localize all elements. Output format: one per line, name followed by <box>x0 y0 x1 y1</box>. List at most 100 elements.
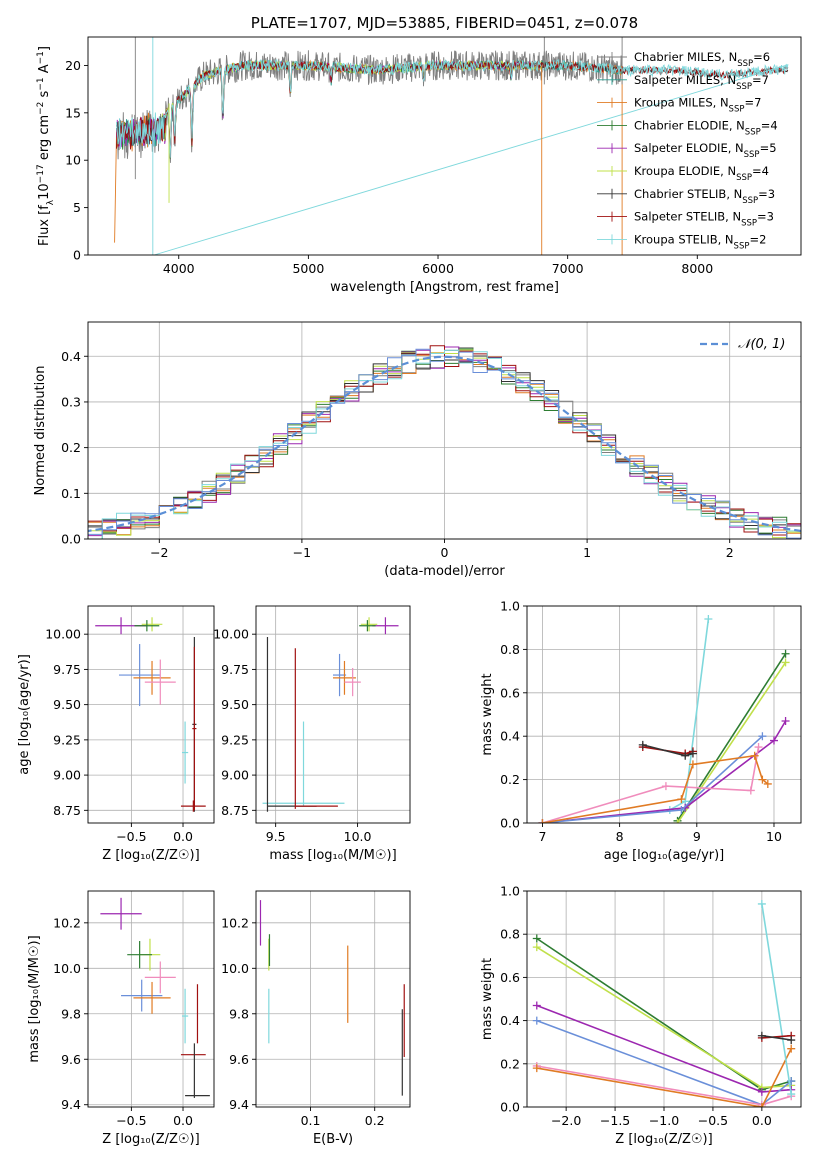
legend-label: Kroupa MILES, NSSP=7 <box>634 96 761 115</box>
x-axis-label: Z [log₁₀(Z/Z☉)] <box>102 1132 199 1147</box>
x-tick-label: 0.0 <box>752 1113 772 1128</box>
legend-count: =3 <box>757 210 774 224</box>
errorbar-pink <box>144 961 176 994</box>
legend-label: Kroupa STELIB, NSSP=2 <box>634 232 766 251</box>
y-tick-label: 9.25 <box>221 732 249 747</box>
x-tick-label: 0.2 <box>365 1113 385 1128</box>
errorbar-chabrier_elodie <box>359 620 376 632</box>
legend-label: Salpeter MILES, NSSP=7 <box>634 73 769 92</box>
y-tick-label: 10.0 <box>53 961 81 976</box>
legend-label: 𝒩(0, 1) <box>738 337 785 352</box>
legend-label: Chabrier STELIB, NSSP=3 <box>634 187 775 206</box>
legend-name: Salpeter ELODIE, N <box>634 141 744 155</box>
plot-area <box>532 899 796 1107</box>
series-marker <box>781 658 790 667</box>
plot-area <box>538 615 790 823</box>
y-axis-label: mass weight <box>480 673 495 755</box>
legend-name: Salpeter MILES, N <box>634 73 736 87</box>
x-axis-label: Z [log₁₀(Z/Z☉)] <box>102 848 199 863</box>
errorbar-salpeter_stelib <box>192 646 197 811</box>
axes-frame <box>87 36 802 256</box>
errorbar-blue <box>118 644 161 707</box>
series-marker <box>787 1036 796 1045</box>
x-tick-label: 7 <box>538 829 546 844</box>
plot-area <box>114 37 789 255</box>
series-marker <box>757 1087 766 1096</box>
axes-frame <box>87 890 215 1108</box>
errorbar-salpeter_elodie <box>372 617 399 635</box>
x-tick-label: −1.0 <box>649 1113 679 1128</box>
errorbar-chabrier_elodie <box>134 620 160 632</box>
series-marker <box>681 751 690 760</box>
series-marker <box>688 760 697 769</box>
legend-name: Kroupa MILES, N <box>634 96 729 110</box>
y-tick-label: 9.50 <box>221 697 249 712</box>
x-tick-label: 5000 <box>292 261 324 276</box>
legend-label: Chabrier MILES, NSSP=6 <box>634 50 770 69</box>
y-tick-label: 0.2 <box>61 440 81 455</box>
legend-name: Salpeter STELIB, N <box>634 210 741 224</box>
y-tick-label: 10.00 <box>213 627 249 642</box>
series-marker <box>754 743 763 752</box>
series-marker <box>758 732 767 741</box>
series-line-kroupa_stelib <box>761 903 792 1095</box>
x-tick-label: −0.5 <box>698 1113 728 1128</box>
legend-sub: SSP <box>737 59 753 69</box>
series-marker <box>532 1016 541 1025</box>
x-axis-label: E(B-V) <box>313 1132 353 1147</box>
y-tick-label: 9.4 <box>61 1097 81 1112</box>
errorbar-kroupa_stelib <box>181 721 189 784</box>
series-marker <box>677 795 686 804</box>
y-tick-label: 10.00 <box>45 627 81 642</box>
series-marker <box>677 805 686 814</box>
plot-area <box>88 345 801 539</box>
panel-spectrum: 4000 5000 6000 7000 8000 0 5 10 15 20 wavelength [… <box>36 14 802 295</box>
y-tick-label: 15 <box>65 105 81 120</box>
plot-area <box>259 900 405 1096</box>
y-tick-label: 0.2 <box>500 1056 520 1071</box>
legend-label: Salpeter STELIB, NSSP=3 <box>634 210 774 229</box>
series-marker <box>688 749 697 758</box>
series-marker <box>787 1090 796 1099</box>
series-line-pink <box>542 746 760 823</box>
y-tick-label: 0 <box>73 248 81 263</box>
series-marker <box>538 819 547 823</box>
y-axis-label-part: A <box>37 64 52 77</box>
axes-frame <box>255 890 411 1108</box>
legend-label: Kroupa ELODIE, NSSP=4 <box>634 164 769 183</box>
y-tick-label: 0.6 <box>500 970 520 985</box>
x-axis-label: (data-model)/error <box>384 564 505 579</box>
errorbar-salpeter_elodie <box>100 897 142 930</box>
legend-sub: SSP <box>736 173 752 183</box>
y-tick-label: 9.75 <box>53 662 81 677</box>
series-marker <box>787 1044 796 1053</box>
x-tick-label: −2 <box>150 545 168 560</box>
x-tick-label: 4000 <box>163 261 195 276</box>
histogram-kroupa_stelib <box>88 349 801 539</box>
y-tick-label: 8.75 <box>221 803 249 818</box>
x-tick-label: −0.5 <box>116 1113 146 1128</box>
series-marker <box>757 899 766 908</box>
y-axis-label-part: s <box>37 90 52 101</box>
errorbar-blue <box>121 979 163 1012</box>
x-tick-label: 10.0 <box>344 829 372 844</box>
y-tick-label: 0.8 <box>500 927 520 942</box>
legend-name: Chabrier MILES, N <box>634 50 737 64</box>
legend-count: =6 <box>753 50 770 64</box>
x-tick-label: −1 <box>293 545 311 560</box>
axes-frame <box>255 605 411 824</box>
legend-sub: SSP <box>741 219 757 229</box>
errorbar-salpeter_stelib <box>180 800 206 812</box>
y-tick-label: 0.1 <box>61 486 81 501</box>
x-tick-label: −2.0 <box>551 1113 581 1128</box>
series-marker <box>757 1103 766 1107</box>
series-marker <box>781 649 790 658</box>
legend-sub: SSP <box>729 105 745 115</box>
panel-age_vs_mass: 9.5 10.0 8.75 9.00 9.25 9.50 9.75 10.00 mass [lo… <box>213 605 411 863</box>
panel-massweight_vs_Z: −2.0 −1.5 −1.0 −0.5 0.0 0.0 0.2 0.4 0.6 0.8 1.0 Z [… <box>480 884 802 1147</box>
y-axis-label: mass weight <box>480 958 495 1040</box>
x-tick-label: −0.5 <box>116 829 146 844</box>
series-line-kroupa_miles <box>536 1048 792 1107</box>
x-tick-label: −1.5 <box>600 1113 630 1128</box>
